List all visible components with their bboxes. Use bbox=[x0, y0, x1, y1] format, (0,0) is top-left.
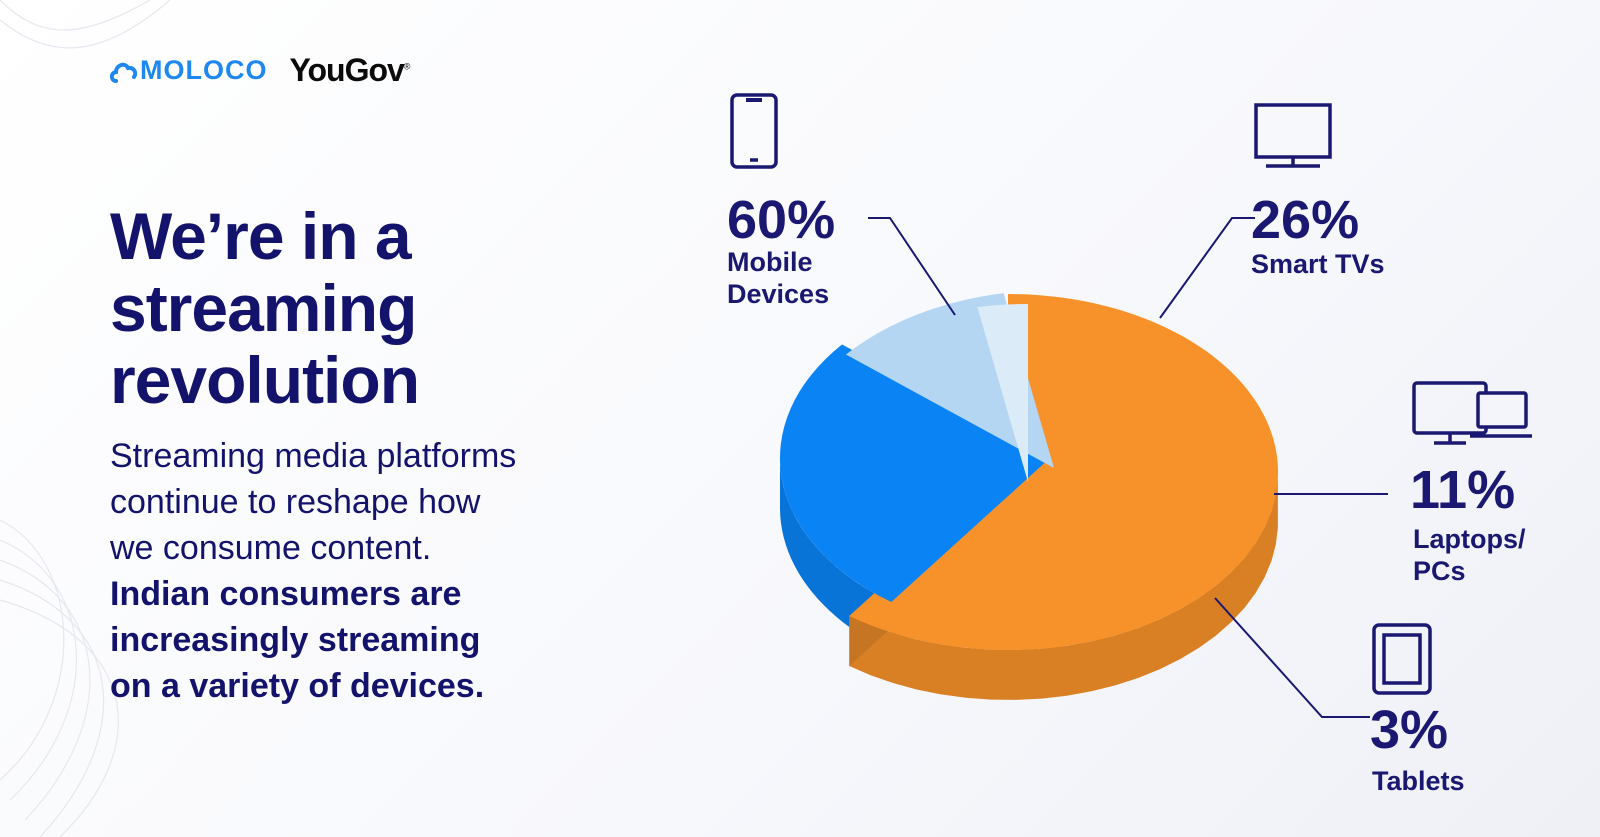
category-label-mobile: Devices bbox=[727, 279, 829, 309]
body-line: continue to reshape how bbox=[110, 483, 481, 521]
smartphone-icon bbox=[730, 93, 778, 169]
body-line: we consume content. bbox=[110, 529, 432, 567]
category-label-mobile: Mobile bbox=[727, 247, 813, 277]
leader-line bbox=[1159, 217, 1255, 319]
moloco-logo: MOLOCO bbox=[110, 55, 268, 86]
headline-line: streaming bbox=[110, 271, 417, 345]
yougov-registered-mark: ® bbox=[403, 61, 411, 72]
leader-line bbox=[868, 217, 956, 316]
value-label-tv: 26% bbox=[1251, 190, 1359, 250]
category-label-laptops: Laptops/ bbox=[1413, 524, 1526, 554]
value-label-tablets: 3% bbox=[1370, 700, 1448, 760]
category-label-laptops: PCs bbox=[1413, 556, 1466, 586]
category-label-tablets: Tablets bbox=[1372, 766, 1465, 796]
tablet-icon bbox=[1372, 623, 1432, 695]
yougov-logo: YouGov® bbox=[289, 52, 411, 89]
pie-slice-tablets bbox=[977, 304, 1028, 482]
body-line-bold: Indian consumers are bbox=[110, 575, 462, 613]
logos: MOLOCO YouGov® bbox=[110, 52, 411, 89]
pie bbox=[780, 293, 1278, 700]
moloco-wordmark: MOLOCO bbox=[140, 55, 268, 85]
body-line-bold: increasingly streaming bbox=[110, 621, 481, 659]
pie-annotations bbox=[868, 217, 1388, 718]
pie-slice-mobile-devices bbox=[849, 294, 1278, 650]
cloud-icon bbox=[110, 62, 138, 83]
body-copy: Streaming media platforms continue to re… bbox=[110, 433, 670, 709]
pie-slice-smart-tvs bbox=[780, 344, 1050, 603]
desktop-laptop-icon bbox=[1412, 381, 1532, 445]
headline-line: revolution bbox=[110, 343, 420, 417]
pie-slice-side bbox=[849, 477, 1278, 700]
headline-line: We’re in a bbox=[110, 199, 412, 273]
headline: We’re in a streaming revolution bbox=[110, 200, 630, 416]
value-label-mobile: 60% bbox=[727, 190, 835, 250]
value-label-laptops: 11% bbox=[1410, 460, 1515, 520]
leader-line bbox=[1214, 597, 1370, 718]
category-label-tv: Smart TVs bbox=[1251, 249, 1385, 279]
body-line: Streaming media platforms bbox=[110, 437, 517, 475]
yougov-wordmark: YouGov bbox=[289, 52, 405, 88]
body-line-bold: on a variety of devices. bbox=[110, 667, 485, 705]
tv-icon bbox=[1254, 103, 1332, 168]
